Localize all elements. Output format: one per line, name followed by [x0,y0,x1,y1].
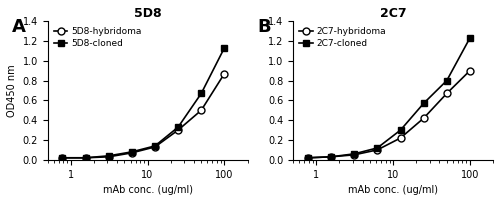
5D8-cloned [152,145,158,147]
X-axis label: mAb conc. (ug/ml): mAb conc. (ug/ml) [102,185,192,195]
5D8-hybridoma [82,157,88,159]
5D8-cloned [60,157,66,159]
2C7-cloned [352,153,358,155]
5D8-hybridoma [106,156,112,158]
2C7-hybridoma [305,157,311,159]
Legend: 2C7-hybridoma, 2C7-cloned: 2C7-hybridoma, 2C7-cloned [298,26,388,50]
2C7-hybridoma [328,156,334,158]
5D8-hybridoma [175,129,181,131]
2C7-hybridoma [444,92,450,95]
2C7-cloned [444,79,450,82]
2C7-hybridoma [420,117,426,119]
Legend: 5D8-hybridoma, 5D8-cloned: 5D8-hybridoma, 5D8-cloned [52,26,144,50]
Line: 2C7-hybridoma: 2C7-hybridoma [304,67,474,161]
Title: 2C7: 2C7 [380,7,406,20]
2C7-hybridoma [374,149,380,151]
5D8-cloned [82,157,88,159]
2C7-cloned [328,156,334,158]
5D8-cloned [175,126,181,128]
2C7-hybridoma [352,154,358,156]
2C7-hybridoma [398,137,404,139]
Title: 5D8: 5D8 [134,7,162,20]
5D8-cloned [198,92,204,95]
2C7-cloned [467,37,473,39]
5D8-hybridoma [152,146,158,148]
Line: 5D8-cloned: 5D8-cloned [59,44,228,161]
Y-axis label: OD450 nm: OD450 nm [7,64,17,117]
5D8-hybridoma [222,72,228,75]
Text: A: A [12,18,26,36]
5D8-hybridoma [129,152,135,154]
2C7-cloned [305,157,311,159]
Line: 5D8-hybridoma: 5D8-hybridoma [59,70,228,161]
2C7-cloned [374,147,380,149]
2C7-cloned [398,129,404,131]
5D8-cloned [129,151,135,153]
Text: B: B [257,18,271,36]
X-axis label: mAb conc. (ug/ml): mAb conc. (ug/ml) [348,185,438,195]
5D8-cloned [222,47,228,49]
5D8-hybridoma [60,157,66,159]
5D8-cloned [106,155,112,157]
5D8-hybridoma [198,109,204,112]
2C7-hybridoma [467,69,473,72]
Line: 2C7-cloned: 2C7-cloned [304,35,474,161]
2C7-cloned [420,102,426,104]
